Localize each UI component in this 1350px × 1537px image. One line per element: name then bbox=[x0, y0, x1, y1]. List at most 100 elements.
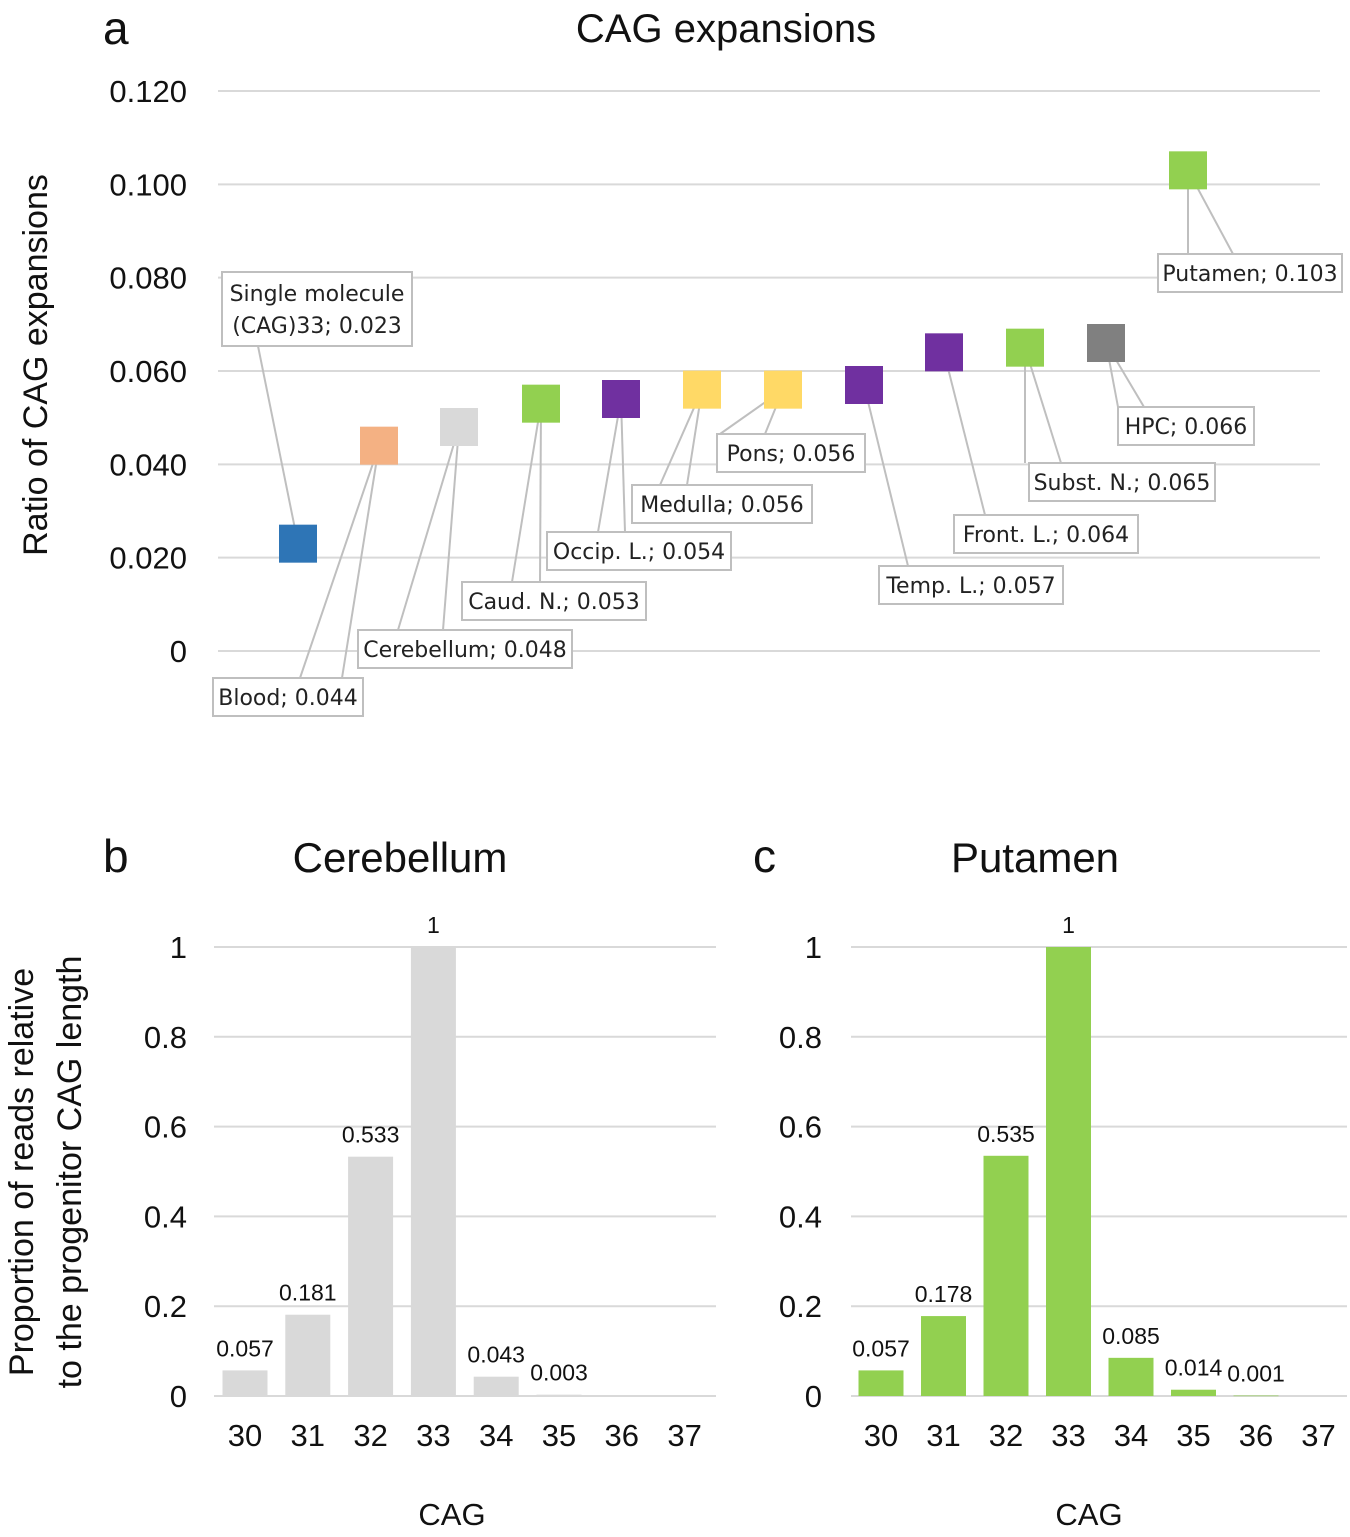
chart-c-data-label: 0.085 bbox=[1102, 1323, 1160, 1349]
chart-a-y-tick-label: 0.120 bbox=[109, 74, 187, 109]
chart-a-leader-line bbox=[257, 345, 299, 544]
chart-c-data-label: 0.001 bbox=[1227, 1361, 1285, 1387]
chart-a-point bbox=[925, 333, 963, 372]
chart-b-bar bbox=[222, 1370, 268, 1396]
chart-b-data-label: 0.043 bbox=[467, 1342, 525, 1368]
chart-a-leader-line bbox=[397, 426, 460, 631]
chart-c-x-tick-label: 37 bbox=[1301, 1418, 1335, 1453]
chart-c-x-tick-label: 31 bbox=[926, 1418, 960, 1453]
chart-a-point-label: Medulla; 0.056 bbox=[640, 493, 804, 518]
chart-b-x-tick-label: 36 bbox=[605, 1418, 639, 1453]
chart-b-y-tick-label: 0.8 bbox=[144, 1020, 187, 1055]
chart-b-data-label: 0.003 bbox=[530, 1360, 588, 1386]
chart-b-y-tick-label: 0.6 bbox=[144, 1110, 187, 1145]
chart-a-point-label: Blood; 0.044 bbox=[218, 686, 357, 711]
chart-a-point-label: (CAG)33; 0.023 bbox=[232, 314, 402, 339]
chart-a-point bbox=[440, 408, 478, 446]
chart-b-data-label: 0.057 bbox=[216, 1335, 274, 1361]
chart-b-y-tick-label: 1 bbox=[170, 930, 187, 965]
chart-c-data-label: 0.057 bbox=[852, 1335, 910, 1361]
panel-letter-c: c bbox=[753, 830, 776, 882]
chart-a-point-label: Putamen; 0.103 bbox=[1162, 262, 1337, 287]
chart-a-callout-box bbox=[461, 581, 647, 621]
chart-b-x-tick-label: 31 bbox=[291, 1418, 325, 1453]
chart-b-x-tick-label: 37 bbox=[667, 1418, 701, 1453]
chart-c-bar bbox=[983, 1155, 1029, 1396]
chart-a-y-axis-label: Ratio of CAG expansions bbox=[17, 174, 55, 556]
chart-a-point bbox=[360, 426, 398, 465]
chart-a-point-label: Occip. L.; 0.054 bbox=[553, 540, 725, 565]
chart-a-point bbox=[1169, 151, 1207, 190]
chart-b-data-label: 1 bbox=[427, 912, 440, 938]
chart-a-point-label: Cerebellum; 0.048 bbox=[363, 638, 566, 663]
chart-a-scatter: CAG expansions Ratio of CAG expansions 0 0.… bbox=[17, 7, 1343, 717]
chart-c-y-tick-label: 0.6 bbox=[779, 1110, 822, 1145]
chart-b-bar bbox=[536, 1394, 582, 1396]
chart-a-y-tick-label: 0.080 bbox=[109, 261, 187, 296]
chart-c-y-tick-label: 1 bbox=[805, 930, 822, 965]
chart-a-point bbox=[602, 380, 640, 418]
chart-a-callout-box bbox=[1028, 462, 1216, 502]
chart-a-leader-line bbox=[863, 384, 909, 567]
chart-c-data-label: 0.014 bbox=[1165, 1355, 1223, 1381]
chart-c-x-tick-label: 36 bbox=[1239, 1418, 1273, 1453]
chart-a-point-label: Front. L.; 0.064 bbox=[963, 523, 1129, 548]
chart-b-title: Cerebellum bbox=[293, 834, 508, 881]
chart-a-callout-box bbox=[221, 271, 413, 347]
chart-a-leader-line bbox=[341, 445, 380, 679]
chart-b-bar bbox=[348, 1156, 394, 1396]
chart-a-point bbox=[845, 366, 883, 404]
chart-a-leader-line bbox=[511, 403, 542, 583]
chart-a-point bbox=[683, 370, 721, 409]
chart-b-bar bbox=[285, 1314, 331, 1396]
chart-a-leader-line bbox=[943, 352, 986, 516]
chart-c-bar bbox=[1046, 947, 1091, 1396]
chart-b-x-axis-label: CAG bbox=[418, 1497, 485, 1532]
chart-b-bar bbox=[410, 947, 456, 1396]
chart-c-x-tick-label: 32 bbox=[989, 1418, 1023, 1453]
chart-a-callout-box bbox=[631, 484, 813, 524]
chart-a-y-tick-label: 0.060 bbox=[109, 354, 187, 389]
chart-c-y-tick-label: 0.2 bbox=[779, 1289, 822, 1324]
chart-b-y-tick-label: 0 bbox=[170, 1379, 187, 1414]
chart-a-callout-box bbox=[1117, 406, 1255, 446]
chart-a-callout-box bbox=[878, 565, 1064, 605]
chart-b-x-tick-label: 32 bbox=[353, 1418, 387, 1453]
chart-c-bar bbox=[1108, 1357, 1154, 1396]
chart-a-callout-box bbox=[953, 514, 1139, 554]
chart-a-y-tick-label: 0.100 bbox=[109, 167, 187, 202]
chart-a-leader-line bbox=[620, 398, 626, 533]
chart-c-x-tick-label: 33 bbox=[1051, 1418, 1085, 1453]
chart-a-leader-line bbox=[442, 426, 460, 631]
chart-b-bar bbox=[473, 1376, 519, 1396]
chart-a-point-label: Pons; 0.056 bbox=[727, 442, 856, 467]
chart-a-callout-box bbox=[1157, 253, 1343, 293]
chart-a-point-label: Caud. N.; 0.053 bbox=[468, 590, 640, 615]
panel-letter-a: a bbox=[103, 2, 129, 54]
chart-c-x-tick-label: 35 bbox=[1176, 1418, 1210, 1453]
chart-b-y-tick-label: 0.2 bbox=[144, 1289, 187, 1324]
chart-b-y-axis-label: to the progenitor CAG length bbox=[51, 956, 89, 1389]
chart-c-y-tick-label: 0 bbox=[805, 1379, 822, 1414]
chart-a-callout-box bbox=[212, 677, 364, 717]
chart-a-leader-line bbox=[1024, 347, 1062, 464]
chart-a-callout-box bbox=[357, 629, 573, 669]
chart-c-putamen-bars: Putamen 0 0.2 0.4 0.6 0.8 1 0.057 30 0.178 31 0.535… bbox=[779, 834, 1347, 1532]
chart-c-data-label: 1 bbox=[1062, 912, 1075, 938]
chart-c-x-tick-label: 30 bbox=[864, 1418, 898, 1453]
chart-a-point bbox=[279, 524, 317, 563]
chart-c-bar bbox=[1233, 1395, 1279, 1397]
chart-c-title: Putamen bbox=[951, 834, 1119, 881]
chart-c-x-tick-label: 34 bbox=[1114, 1418, 1148, 1453]
chart-a-point-label: Single molecule bbox=[230, 282, 405, 307]
chart-a-point-label: Subst. N.; 0.065 bbox=[1034, 471, 1211, 496]
chart-b-data-label: 0.533 bbox=[342, 1122, 400, 1148]
chart-a-point-label: HPC; 0.066 bbox=[1125, 415, 1248, 440]
chart-c-bar bbox=[858, 1370, 904, 1396]
chart-b-x-tick-label: 34 bbox=[479, 1418, 513, 1453]
chart-a-callout-box bbox=[546, 531, 732, 571]
chart-a-point bbox=[1006, 328, 1044, 367]
chart-c-bar bbox=[921, 1316, 966, 1396]
chart-a-title: CAG expansions bbox=[576, 7, 876, 51]
chart-a-leader-line bbox=[299, 445, 380, 679]
